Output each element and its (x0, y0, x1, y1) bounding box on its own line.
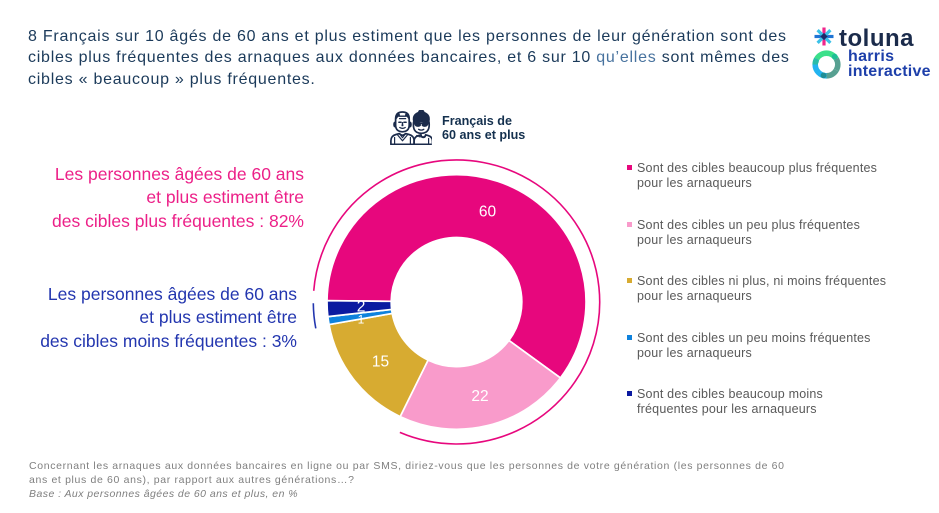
svg-text:toluna: toluna (839, 25, 914, 52)
svg-text:60: 60 (479, 204, 497, 221)
svg-text:2: 2 (357, 299, 366, 316)
svg-text:15: 15 (372, 354, 389, 371)
svg-text:1: 1 (358, 313, 365, 327)
svg-text:22: 22 (471, 388, 488, 405)
